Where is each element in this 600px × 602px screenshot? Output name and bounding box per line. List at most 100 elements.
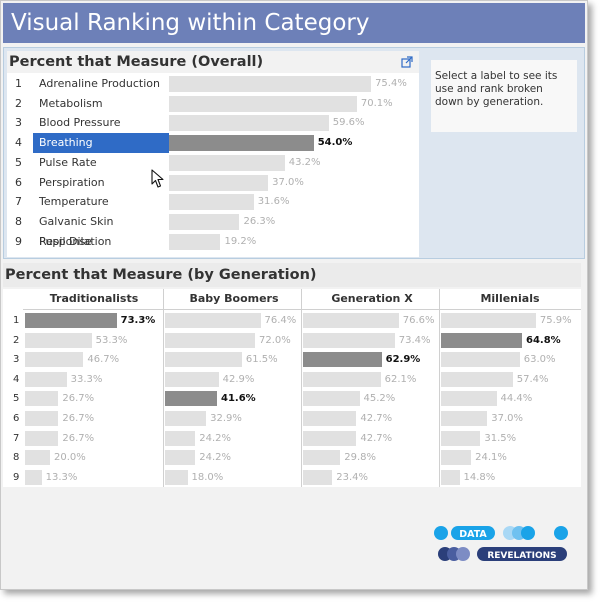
instruction-note: Select a label to see its use and rank b…: [431, 60, 577, 132]
generation-bar[interactable]: [25, 313, 117, 328]
generation-bar[interactable]: [25, 411, 59, 426]
bar-cell: 31.6%: [169, 192, 419, 212]
overall-bar[interactable]: [169, 76, 372, 92]
measure-label[interactable]: Galvanic Skin Response: [39, 214, 114, 248]
measure-label[interactable]: Pulse Rate: [39, 155, 97, 169]
generation-bar[interactable]: [165, 332, 255, 348]
generation-bar[interactable]: [441, 391, 497, 407]
generation-bar[interactable]: [303, 313, 399, 328]
bar-cell: 70.1%: [169, 94, 419, 114]
overall-bar[interactable]: [169, 233, 221, 250]
measure-label[interactable]: Perspiration: [39, 175, 105, 189]
generation-bar[interactable]: [303, 411, 357, 426]
data-label: 26.7%: [62, 413, 95, 424]
data-label: 61.5%: [245, 354, 278, 366]
data-label: 33.3%: [70, 373, 103, 385]
generation-bar[interactable]: [25, 371, 67, 387]
overall-bar[interactable]: [169, 95, 357, 112]
generation-bar[interactable]: [165, 352, 242, 368]
measure-label[interactable]: Breathing: [33, 133, 169, 154]
generation-bar[interactable]: [441, 469, 460, 485]
generation-bar[interactable]: [165, 313, 261, 328]
column-divider: [301, 289, 302, 487]
generation-bar[interactable]: [441, 411, 488, 426]
overall-chart: 1 Adrenaline Production 75.4% 2 Metabolism 70…: [7, 73, 419, 257]
dashboard-frame: Visual Ranking within Category Percent t…: [0, 0, 588, 590]
data-label: 31.6%: [257, 196, 290, 208]
generation-bar[interactable]: [303, 352, 382, 368]
rank-label: 1: [13, 315, 20, 326]
generation-bar[interactable]: [303, 430, 357, 446]
bar-cell: 59.6%: [169, 113, 419, 133]
logo-pill: [477, 547, 567, 561]
generation-bar[interactable]: [441, 430, 481, 446]
data-label: 24.2%: [199, 432, 232, 444]
data-label: 42.7%: [360, 413, 393, 424]
overall-panel: Percent that Measure (Overall) 1 Adrenali…: [3, 47, 585, 259]
generation-bar[interactable]: [165, 371, 219, 387]
logo-dot: [434, 526, 448, 540]
overall-bar[interactable]: [169, 174, 269, 191]
bar-cell: 54.0%: [169, 133, 419, 153]
logo-text-revelations: REVELATIONS: [487, 551, 556, 561]
table-row: 2 Metabolism 70.1%: [7, 94, 419, 114]
generation-bar[interactable]: [25, 332, 92, 348]
data-label: 29.8%: [344, 452, 377, 464]
measure-label[interactable]: Temperature: [39, 195, 109, 209]
data-label: 13.3%: [45, 471, 78, 483]
generation-bar[interactable]: [165, 411, 207, 426]
table-row: 1 Adrenaline Production 75.4%: [7, 74, 419, 94]
generation-bar[interactable]: [303, 332, 395, 348]
generation-bar[interactable]: [25, 450, 50, 466]
bar-cell: 75.4%: [169, 74, 419, 94]
generation-bar[interactable]: [303, 371, 381, 387]
data-label: 31.5%: [484, 432, 517, 444]
overall-bar[interactable]: [169, 154, 285, 171]
generation-bar[interactable]: [441, 371, 513, 387]
generation-bar[interactable]: [303, 450, 341, 466]
measure-label[interactable]: Blood Pressure: [39, 116, 121, 130]
data-label: 57.4%: [516, 373, 549, 385]
data-label: 53.3%: [95, 334, 128, 346]
table-row: 5 Pulse Rate 43.2%: [7, 153, 419, 173]
overall-bar[interactable]: [169, 194, 254, 211]
generation-column-header: Millenials: [480, 292, 540, 305]
generation-bar[interactable]: [25, 469, 42, 485]
generation-bar[interactable]: [165, 391, 217, 407]
overall-bar[interactable]: [169, 213, 240, 230]
data-label: 64.8%: [526, 334, 561, 346]
generation-bar[interactable]: [303, 391, 360, 407]
data-label: 46.7%: [87, 354, 120, 366]
overall-bar[interactable]: [169, 115, 329, 132]
generation-bar[interactable]: [165, 430, 196, 446]
bar-cell: 43.2%: [169, 153, 419, 173]
overall-bar[interactable]: [169, 135, 314, 152]
bar-cell: 37.0%: [169, 173, 419, 193]
generation-bar[interactable]: [303, 469, 333, 485]
data-label: 45.2%: [363, 393, 396, 405]
generation-bar[interactable]: [165, 469, 188, 485]
rank-label: 4: [15, 136, 22, 150]
generation-bar[interactable]: [25, 352, 84, 368]
data-label: 26.7%: [62, 432, 95, 444]
data-label: 72.0%: [259, 334, 291, 346]
generation-bar[interactable]: [165, 450, 196, 466]
rank-label: 6: [15, 175, 22, 189]
data-label: 32.9%: [210, 413, 242, 424]
generation-bar[interactable]: [441, 450, 472, 466]
measure-label[interactable]: Pupil Dilation: [39, 234, 112, 248]
generation-bar[interactable]: [441, 352, 520, 368]
generation-bar[interactable]: [441, 313, 536, 328]
column-divider: [163, 289, 164, 487]
data-label: 76.6%: [402, 315, 435, 326]
table-row: 9 Pupil Dilation 19.2%: [7, 232, 419, 252]
generation-bar[interactable]: [441, 332, 522, 348]
data-label: 41.6%: [221, 393, 256, 405]
generation-bar[interactable]: [25, 391, 59, 407]
data-label: 62.1%: [384, 373, 417, 385]
generation-bar[interactable]: [25, 430, 59, 446]
external-link-icon[interactable]: [401, 56, 413, 68]
measure-label[interactable]: Adrenaline Production: [39, 77, 160, 90]
measure-label[interactable]: Metabolism: [39, 96, 103, 110]
data-label: 59.6%: [332, 117, 365, 129]
